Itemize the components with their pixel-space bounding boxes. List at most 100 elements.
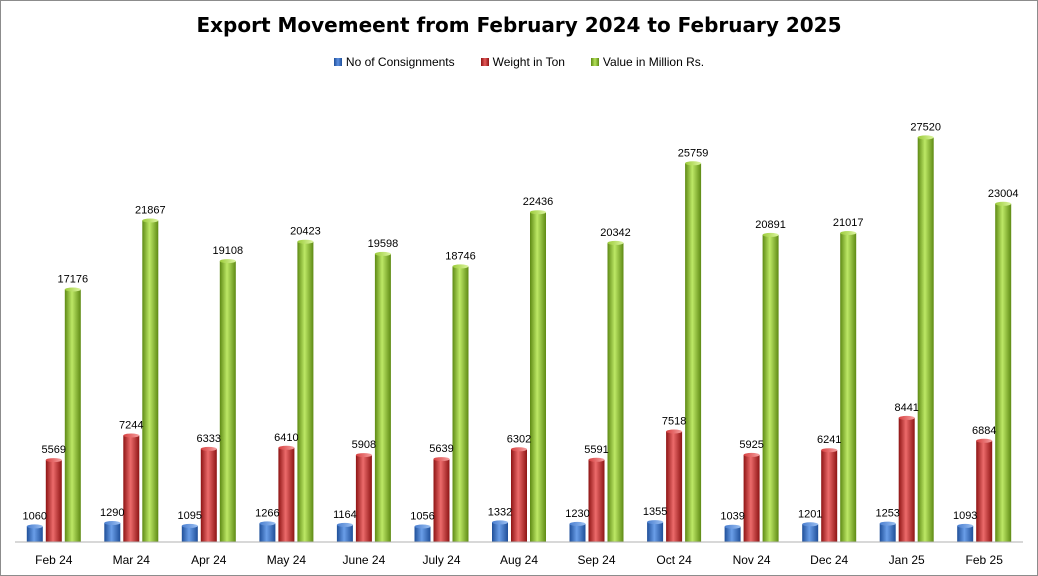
- x-tick-label: Apr 24: [191, 553, 227, 567]
- bar-weight: [200, 448, 217, 542]
- bar-top-consignments: [181, 523, 198, 528]
- bar-top-value: [142, 218, 159, 223]
- x-tick-label: Jan 25: [889, 553, 925, 567]
- bar-top-consignments: [104, 521, 121, 525]
- data-label-consignments: 1039: [720, 511, 744, 523]
- data-label-consignments: 1290: [100, 507, 124, 519]
- bar-consignments: [336, 524, 353, 542]
- labels-layer: 1060 5569 17176 Feb 24 1290 7244 21867 Mar 24 10…: [23, 121, 1019, 567]
- x-tick-label: Feb 25: [966, 553, 1004, 567]
- bar-top-consignments: [336, 522, 353, 527]
- data-label-value: 20342: [600, 227, 631, 239]
- bar-value: [917, 137, 934, 542]
- data-label-value: 19108: [213, 245, 244, 257]
- bar-top-value: [219, 259, 236, 264]
- x-tick-label: June 24: [343, 553, 386, 567]
- bar-value: [142, 220, 159, 542]
- bar-weight: [588, 459, 605, 542]
- bar-consignments: [492, 522, 508, 542]
- bars-layer: [26, 135, 1012, 543]
- data-label-value: 20891: [755, 219, 786, 231]
- bar-top-consignments: [724, 524, 741, 529]
- bar-top-consignments: [957, 523, 974, 528]
- data-label-value: 25759: [678, 147, 709, 159]
- data-label-consignments: 1093: [953, 510, 977, 522]
- bar-weight: [511, 449, 527, 542]
- data-label-consignments: 1230: [565, 508, 589, 520]
- bar-top-consignments: [802, 522, 819, 527]
- bar-value: [219, 261, 236, 542]
- data-label-weight: 7244: [119, 420, 143, 432]
- bar-consignments: [957, 525, 974, 542]
- x-tick-label: Feb 24: [35, 553, 73, 567]
- bar-consignments: [647, 522, 664, 542]
- data-label-value: 17176: [58, 274, 89, 286]
- bar-value: [530, 212, 546, 542]
- bar-top-consignments: [259, 521, 276, 526]
- bar-weight: [433, 459, 450, 542]
- data-label-consignments: 1056: [410, 511, 434, 523]
- x-tick-label: Sep 24: [577, 553, 615, 567]
- bar-top-value: [762, 232, 779, 237]
- bar-consignments: [26, 526, 43, 542]
- bar-weight: [743, 454, 760, 542]
- bar-top-consignments: [414, 524, 431, 529]
- bar-weight: [45, 460, 62, 542]
- bar-top-weight: [433, 457, 450, 462]
- data-label-value: 19598: [368, 238, 399, 250]
- legend-swatch-consignments: [333, 58, 342, 66]
- data-label-value: 23004: [988, 188, 1019, 200]
- bar-weight: [821, 450, 838, 542]
- data-label-value: 21017: [833, 217, 864, 229]
- data-label-weight: 5591: [584, 444, 608, 456]
- bar-top-consignments: [569, 521, 586, 526]
- data-label-weight: 6410: [274, 432, 298, 444]
- data-label-weight: 5908: [352, 439, 376, 451]
- data-label-consignments: 1060: [23, 510, 47, 522]
- legend-swatch-weight: [480, 58, 489, 66]
- data-label-weight: 6302: [507, 433, 531, 445]
- bar-top-value: [452, 264, 469, 269]
- bar-top-weight: [821, 448, 838, 453]
- bar-top-weight: [278, 445, 295, 450]
- bar-weight: [278, 447, 295, 542]
- bar-top-weight: [200, 446, 217, 451]
- bar-consignments: [879, 523, 896, 542]
- data-label-consignments: 1253: [875, 508, 899, 520]
- data-label-consignments: 1355: [643, 506, 667, 518]
- bar-top-value: [917, 135, 934, 140]
- bar-top-consignments: [26, 524, 43, 529]
- legend: No of Consignments Weight in Ton Value i…: [1, 55, 1037, 69]
- bar-value: [64, 289, 81, 542]
- data-label-consignments: 1332: [488, 506, 512, 518]
- data-label-value: 27520: [910, 121, 941, 133]
- bar-value: [840, 233, 857, 542]
- bar-consignments: [802, 524, 819, 542]
- x-tick-label: Aug 24: [500, 553, 538, 567]
- legend-label-weight: Weight in Ton: [492, 55, 565, 69]
- bar-value: [762, 234, 779, 542]
- data-label-consignments: 1201: [798, 508, 822, 520]
- chart-title: Export Movemeent from February 2024 to F…: [196, 13, 842, 37]
- bar-top-consignments: [647, 520, 664, 525]
- bar-top-weight: [355, 453, 372, 458]
- bar-top-value: [530, 210, 546, 215]
- bar-top-weight: [976, 438, 993, 443]
- x-tick-label: Mar 24: [113, 553, 151, 567]
- x-tick-label: Oct 24: [656, 553, 692, 567]
- data-label-weight: 5569: [42, 444, 66, 456]
- bar-consignments: [414, 526, 431, 542]
- data-label-weight: 7518: [662, 416, 686, 428]
- data-label-weight: 6333: [197, 433, 221, 445]
- legend-swatch-value: [590, 58, 599, 66]
- bar-consignments: [724, 526, 741, 542]
- x-tick-label: July 24: [422, 553, 460, 567]
- data-label-value: 20423: [290, 226, 321, 238]
- x-tick-label: Dec 24: [810, 553, 848, 567]
- bar-value: [995, 203, 1012, 543]
- legend-item-value: Value in Million Rs.: [590, 55, 704, 69]
- data-label-value: 22436: [523, 196, 554, 208]
- bar-top-weight: [45, 458, 62, 463]
- bar-value: [685, 163, 702, 543]
- data-label-value: 18746: [445, 250, 476, 262]
